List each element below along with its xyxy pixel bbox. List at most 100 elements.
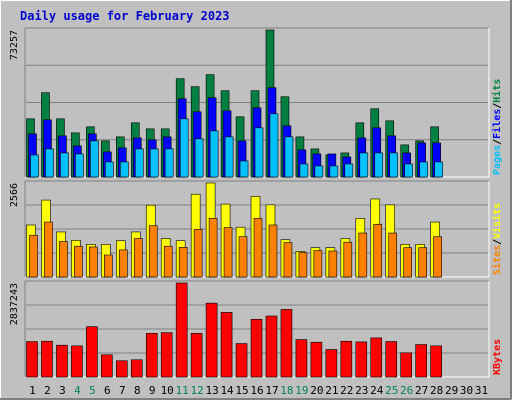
bar-sites — [208, 218, 218, 278]
bar-sites — [328, 250, 338, 278]
bar-sites — [343, 241, 353, 278]
x-tick-label: 17 — [265, 384, 278, 397]
x-tick-label: 24 — [370, 384, 384, 397]
bar-sites — [148, 225, 158, 278]
x-tick-label: 2 — [44, 384, 51, 397]
x-tick-label: 10 — [161, 384, 174, 397]
bar-sites — [193, 229, 203, 278]
legend-: / — [492, 239, 503, 245]
bar-pages — [419, 161, 428, 178]
bar-sites — [418, 247, 427, 278]
x-tick-label: 6 — [104, 384, 111, 397]
bar-pages — [269, 113, 279, 178]
bar-kbytes — [430, 345, 442, 378]
x-tick-label: 26 — [400, 384, 413, 397]
bar-sites — [163, 245, 173, 278]
x-tick-label: 25 — [385, 384, 398, 397]
bar-kbytes — [280, 309, 293, 378]
x-tick-label: 4 — [74, 384, 81, 397]
x-tick-label: 29 — [445, 384, 458, 397]
bar-kbytes — [205, 302, 218, 378]
x-tick-label: 13 — [205, 384, 218, 397]
bar-kbytes — [101, 354, 113, 378]
x-tick-label: 30 — [460, 384, 473, 397]
x-tick-label: 27 — [415, 384, 428, 397]
bar-pages — [90, 140, 99, 178]
x-tick-label: 5 — [89, 384, 96, 397]
bar-pages — [359, 152, 369, 178]
bar-pages — [389, 152, 399, 178]
bar-sites — [119, 249, 128, 278]
bar-pages — [134, 148, 144, 178]
x-tick-label: 9 — [149, 384, 156, 397]
bar-sites — [298, 252, 308, 278]
bar-sites — [358, 232, 368, 278]
x-tick-label: 14 — [220, 384, 234, 397]
bar-pages — [284, 136, 294, 178]
bar-sites — [133, 238, 143, 278]
x-tick-label: 7 — [119, 384, 126, 397]
bar-sites — [268, 224, 278, 278]
bar-sites — [403, 247, 412, 278]
x-tick-label: 21 — [325, 384, 338, 397]
bar-pages — [314, 165, 324, 178]
bar-sites — [178, 247, 188, 278]
bar-pages — [179, 118, 189, 178]
x-tick-label: 18 — [280, 384, 293, 397]
legend-: / — [492, 139, 503, 145]
legend-sites: Sites — [491, 245, 503, 275]
bar-kbytes — [160, 332, 173, 378]
bar-kbytes — [400, 352, 412, 378]
bar-sites — [313, 250, 323, 278]
x-tick-label: 20 — [310, 384, 323, 397]
bar-sites — [223, 227, 233, 278]
legend-pages: Pages — [492, 145, 503, 175]
bar-kbytes — [56, 344, 68, 378]
bar-kbytes — [145, 332, 158, 378]
panel-legend: KBytes — [492, 339, 503, 375]
x-tick-label: 16 — [250, 384, 263, 397]
bar-kbytes — [220, 312, 233, 378]
bar-pages — [30, 154, 39, 178]
chart-title: Daily usage for February 2023 — [20, 9, 230, 23]
bar-kbytes — [385, 341, 398, 378]
bar-pages — [75, 153, 84, 178]
bar-sites — [253, 218, 263, 278]
bar-pages — [434, 161, 443, 178]
bar-sites — [89, 246, 98, 278]
x-tick-label: 8 — [134, 384, 141, 397]
bar-pages — [239, 160, 249, 178]
panel-legend: Sites/Visits — [491, 203, 503, 275]
x-tick-label: 28 — [430, 384, 443, 397]
bar-pages — [404, 163, 413, 178]
bar-pages — [254, 127, 264, 178]
bar-pages — [344, 163, 354, 178]
bar-sites — [59, 241, 68, 278]
bar-sites — [283, 242, 293, 278]
bar-kbytes — [130, 359, 143, 378]
bar-pages — [60, 152, 69, 178]
legend-files: Files — [491, 109, 503, 139]
panel-visits-sites: 2566 Sites/Visits — [9, 180, 503, 278]
bar-sites — [238, 236, 248, 278]
bar-kbytes — [295, 339, 308, 378]
bar-sites — [433, 236, 442, 278]
bar-pages — [194, 138, 204, 178]
panel-kbytes: 2837243 KBytes — [9, 280, 503, 378]
bar-kbytes — [175, 282, 188, 378]
bar-pages — [299, 163, 309, 178]
bar-pages — [374, 152, 384, 178]
bar-sites — [74, 245, 83, 278]
bar-sites — [44, 221, 53, 278]
bar-pages — [224, 136, 234, 178]
legend-kbytes: KBytes — [492, 339, 503, 375]
bar-kbytes — [415, 344, 427, 378]
bar-kbytes — [355, 341, 368, 378]
bar-kbytes — [310, 341, 323, 378]
bar-pages — [45, 148, 54, 178]
bar-kbytes — [41, 340, 53, 378]
bar-kbytes — [250, 319, 263, 378]
bar-kbytes — [116, 360, 128, 378]
